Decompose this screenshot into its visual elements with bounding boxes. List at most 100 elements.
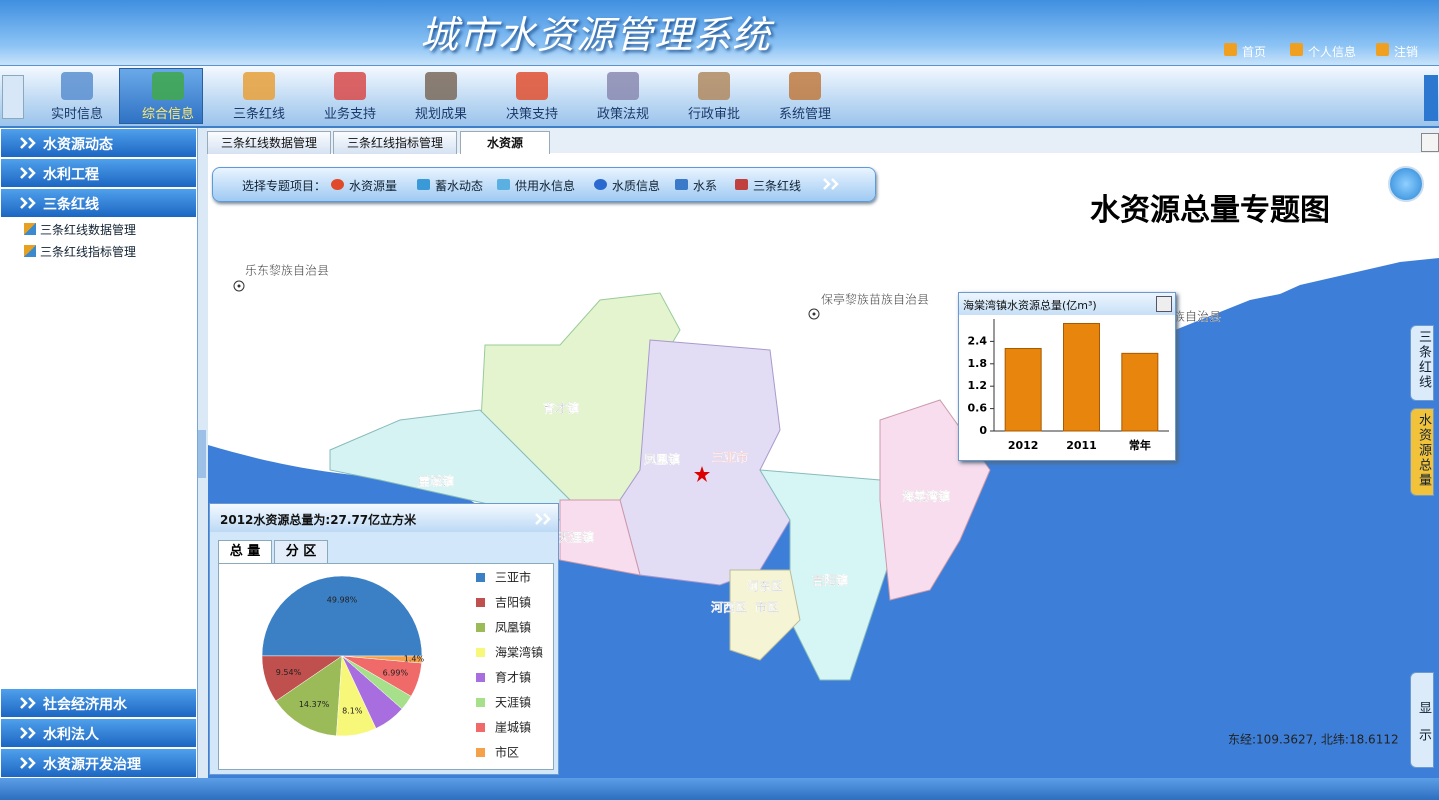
refresh-button[interactable]: [1388, 166, 1424, 202]
place-label: 市区: [755, 600, 779, 615]
sidebar-group-label: 水利法人: [43, 727, 99, 743]
y-tick-label: 1.2: [968, 379, 988, 392]
pie-value-label: 8.1%: [342, 707, 363, 716]
toolbar-icon: [594, 179, 607, 190]
toolbar-item[interactable]: 三条红线: [753, 179, 802, 193]
header-link[interactable]: 首页: [1242, 45, 1267, 59]
place-label: 海棠湾镇: [902, 489, 950, 504]
place-label: 天涯镇: [558, 530, 594, 545]
sidebar-sub-icon: [24, 223, 36, 235]
nav-item[interactable]: 实时信息: [50, 107, 103, 122]
sidebar-group[interactable]: 水利工程: [1, 159, 196, 188]
pie-slice: [275, 655, 343, 737]
chevron-icon: [20, 727, 36, 739]
side-tab[interactable]: 显示: [1410, 672, 1434, 768]
place-label: 河东区: [746, 579, 783, 594]
bar-popup: 海棠湾镇水资源总量(亿m³) 0 0.6 1.2 1.8 2.4 2012 2011 常年: [958, 292, 1176, 461]
nav-item[interactable]: 规划成果: [414, 107, 467, 122]
chevron: [823, 178, 839, 190]
nav-item[interactable]: 综合信息: [141, 107, 194, 122]
toolbar-icon: [497, 179, 510, 190]
legend-label: 崖城镇: [495, 721, 531, 735]
toolbar-item[interactable]: 水资源量: [349, 179, 398, 193]
coordinates: 东经:109.3627, 北纬:18.6112: [1228, 733, 1399, 747]
bar-chart: 0 0.6 1.2 1.8 2.4 2012 2011 常年: [968, 319, 1169, 452]
pie-tab[interactable]: 分 区: [274, 540, 328, 563]
sidebar-group[interactable]: 三条红线: [1, 189, 196, 218]
y-tick-label: 0.6: [968, 402, 988, 415]
tab-dropdown: [1421, 133, 1439, 152]
legend-label: 海棠湾镇: [495, 645, 543, 660]
chevron-icon: [20, 137, 36, 149]
legend-label: 市区: [495, 745, 519, 760]
chevron: [20, 697, 36, 709]
pie-slice: [341, 655, 423, 664]
nav-arrow-left: [2, 75, 24, 119]
chevron: [20, 197, 36, 209]
toolbar-icon: [417, 179, 430, 190]
legend-label: 三亚市: [495, 570, 531, 585]
x-tick-label: 2011: [1066, 439, 1097, 452]
side-tab[interactable]: 水资源总量: [1410, 408, 1434, 496]
pie-chart: 49.98% 三亚市 9.54% 吉阳镇 14.37% 凤凰镇 8.1% 海棠湾镇育才镇天涯镇…: [261, 570, 543, 760]
legend-label: 天涯镇: [495, 696, 531, 710]
side-tab[interactable]: 三条红线: [1410, 325, 1434, 401]
header-link[interactable]: 注销: [1394, 45, 1419, 59]
nav-item[interactable]: 决策支持: [505, 107, 558, 122]
pie-value-label: 6.99%: [383, 668, 409, 677]
tab[interactable]: 三条红线指标管理: [333, 131, 457, 154]
sidebar-group-label: 水利工程: [43, 167, 99, 183]
tab[interactable]: 三条红线数据管理: [207, 131, 331, 154]
status-bar: [0, 778, 1439, 800]
chevron: [20, 727, 36, 739]
chevron: [535, 513, 551, 525]
x-tick-label: 2012: [1008, 439, 1039, 452]
toolbar-item[interactable]: 蓄水动态: [435, 179, 484, 193]
header-link[interactable]: 个人信息: [1308, 45, 1357, 59]
y-tick-label: 2.4: [968, 334, 988, 347]
sidebar-group[interactable]: 水资源开发治理: [1, 749, 196, 778]
nav-icon: [789, 72, 821, 100]
nav-item[interactable]: 行政审批: [687, 107, 740, 122]
sidebar-sub-item[interactable]: 三条红线指标管理: [40, 245, 137, 259]
pie-value-label: 14.37%: [299, 700, 330, 709]
place-label: 育才镇: [543, 401, 579, 416]
place-label: 三亚市: [712, 450, 748, 465]
nav-item[interactable]: 三条红线: [232, 107, 285, 122]
pie-tab[interactable]: 总 量: [218, 540, 272, 563]
sidebar-group[interactable]: 水利法人: [1, 719, 196, 748]
nav-item[interactable]: 业务支持: [323, 107, 376, 122]
toolbar: [212, 167, 876, 202]
sidebar-group[interactable]: 水资源动态: [1, 129, 196, 158]
sidebar-group[interactable]: 社会经济用水: [1, 689, 196, 718]
toolbar-item[interactable]: 水系: [693, 179, 718, 193]
legend-label: 吉阳镇: [495, 596, 531, 610]
place-label: 凤凰镇: [644, 452, 680, 467]
nav-icon: [425, 72, 457, 100]
place-label: 河西区: [710, 600, 747, 615]
header-link-icon: [1290, 43, 1303, 56]
nav-icon: [243, 72, 275, 100]
toolbar-icon: [675, 179, 688, 190]
legend-swatch: [476, 623, 485, 632]
toolbar-item[interactable]: 水质信息: [612, 179, 661, 193]
chevron: [20, 137, 36, 149]
county-marker-dot: [812, 312, 816, 316]
county-marker: [808, 308, 820, 320]
tab[interactable]: 水资源: [460, 131, 550, 154]
legend-swatch: [476, 673, 485, 682]
nav-item[interactable]: 系统管理: [778, 107, 831, 122]
bar: [1004, 347, 1042, 432]
close-button[interactable]: [1156, 296, 1172, 312]
legend-swatch: [476, 723, 485, 732]
city-star: [694, 466, 710, 482]
nav-item[interactable]: 政策法规: [596, 107, 649, 122]
bar-title: 海棠湾镇水资源总量(亿m³): [963, 299, 1097, 312]
legend-swatch: [476, 573, 485, 582]
sidebar-sub-item[interactable]: 三条红线数据管理: [40, 223, 137, 237]
chevron-icon: [823, 178, 839, 190]
bar: [1063, 322, 1100, 432]
toolbar-item[interactable]: 供用水信息: [515, 179, 576, 193]
header-link-icon: [1376, 43, 1389, 56]
toolbar-label: 选择专题项目：: [242, 179, 327, 193]
